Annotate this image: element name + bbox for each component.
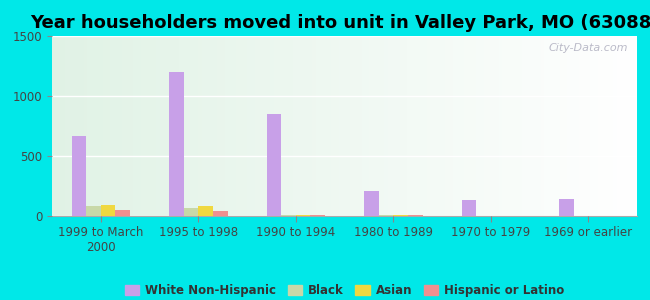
Bar — [213, 211, 228, 216]
Bar — [559, 199, 573, 216]
Bar — [311, 215, 325, 216]
Bar — [183, 208, 198, 216]
Title: Year householders moved into unit in Valley Park, MO (63088): Year householders moved into unit in Val… — [30, 14, 650, 32]
Bar — [364, 191, 378, 216]
Bar — [266, 114, 281, 216]
Bar — [86, 206, 101, 216]
Bar — [462, 200, 476, 216]
Bar — [116, 210, 130, 216]
Text: City-Data.com: City-Data.com — [549, 43, 628, 53]
Bar — [169, 72, 183, 216]
Legend: White Non-Hispanic, Black, Asian, Hispanic or Latino: White Non-Hispanic, Black, Asian, Hispan… — [120, 280, 569, 300]
Bar — [296, 215, 311, 216]
Bar — [281, 215, 296, 216]
Bar — [198, 206, 213, 216]
Bar — [408, 215, 422, 216]
Bar — [72, 136, 86, 216]
Bar — [393, 215, 408, 216]
Bar — [101, 205, 116, 216]
Bar — [378, 215, 393, 216]
